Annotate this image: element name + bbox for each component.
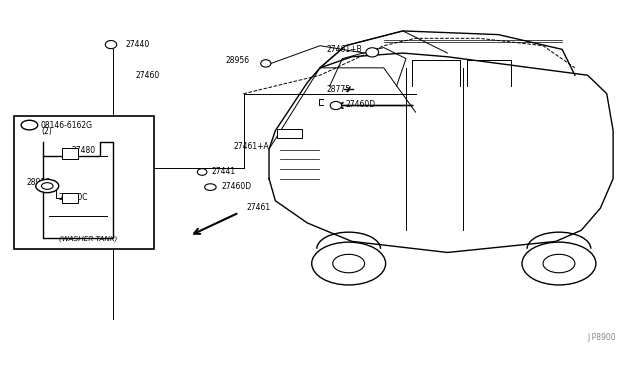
Text: 27460D: 27460D <box>221 182 252 191</box>
Text: 27441: 27441 <box>212 167 236 176</box>
Bar <box>62 193 78 203</box>
Text: 27460D: 27460D <box>346 100 376 109</box>
Circle shape <box>522 242 596 285</box>
Text: 28916: 28916 <box>27 178 51 187</box>
Text: 27460C: 27460C <box>59 193 88 202</box>
Text: 27460: 27460 <box>135 71 159 80</box>
Ellipse shape <box>205 184 216 190</box>
Bar <box>62 148 78 159</box>
Circle shape <box>312 242 386 285</box>
Ellipse shape <box>105 41 116 49</box>
Circle shape <box>543 254 575 273</box>
Text: 27480: 27480 <box>72 147 95 155</box>
Text: 27461+B: 27461+B <box>326 45 362 54</box>
Text: 08146-6162G: 08146-6162G <box>41 121 93 129</box>
Ellipse shape <box>330 102 342 110</box>
Circle shape <box>333 254 365 273</box>
Text: 27461+A: 27461+A <box>234 142 269 151</box>
Circle shape <box>36 179 59 193</box>
Bar <box>14 116 154 249</box>
Text: S: S <box>28 122 31 128</box>
Ellipse shape <box>366 48 379 57</box>
Text: J P8900: J P8900 <box>588 333 616 342</box>
Ellipse shape <box>197 169 207 175</box>
Text: 28775: 28775 <box>326 85 351 94</box>
Text: (2): (2) <box>41 127 52 136</box>
Text: 27461: 27461 <box>246 203 271 212</box>
Text: (WASHER TANK): (WASHER TANK) <box>59 235 117 242</box>
Ellipse shape <box>260 60 271 67</box>
Bar <box>276 129 302 138</box>
Circle shape <box>21 120 38 130</box>
Text: 28956: 28956 <box>226 56 250 65</box>
Text: 27440: 27440 <box>125 41 150 49</box>
Circle shape <box>42 183 53 189</box>
